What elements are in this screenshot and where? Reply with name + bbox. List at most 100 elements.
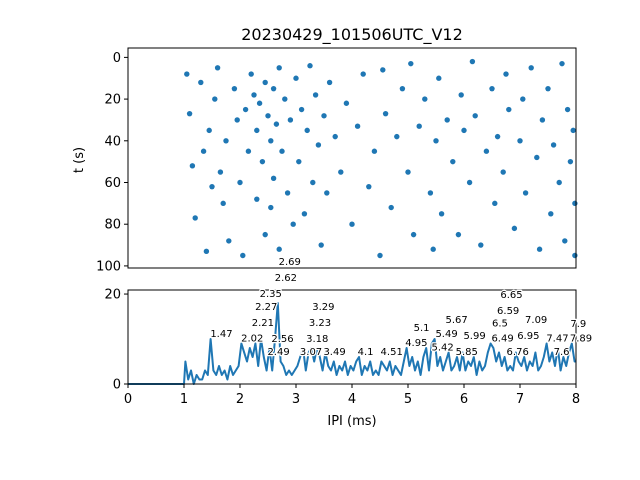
scatter-point xyxy=(212,96,218,102)
scatter-point xyxy=(539,117,546,123)
scatter-point xyxy=(301,211,308,217)
peak-label: 6.76 xyxy=(507,347,529,358)
peak-label: 2.62 xyxy=(275,273,297,284)
peak-label: 3.49 xyxy=(323,347,345,358)
scatter-point xyxy=(265,113,271,119)
peak-label: 5.67 xyxy=(446,315,468,326)
scatter-point xyxy=(366,183,372,190)
peak-label: 4.95 xyxy=(405,338,427,349)
scatter-point xyxy=(405,169,411,175)
scatter-point xyxy=(500,169,506,175)
peak-label: 7.09 xyxy=(525,315,547,326)
peak-label: 2.69 xyxy=(279,257,301,268)
scatter-point xyxy=(234,117,240,123)
peak-label: 4.51 xyxy=(381,347,403,358)
scatter-point xyxy=(377,252,383,259)
scatter-point xyxy=(489,85,495,92)
scatter-point xyxy=(324,190,330,196)
peak-label: 2.21 xyxy=(252,318,274,329)
scatter-point xyxy=(206,127,212,134)
scatter-point xyxy=(455,231,462,238)
scatter-point xyxy=(290,221,296,227)
scatter-point xyxy=(528,65,534,71)
x-tick-label: 8 xyxy=(572,392,580,407)
scatter-point xyxy=(388,204,394,211)
scatter-point xyxy=(360,71,366,77)
scatter-point xyxy=(237,179,243,186)
scatter-point xyxy=(186,110,193,117)
scatter-point xyxy=(270,175,277,182)
scatter-point xyxy=(312,92,319,98)
x-tick-label: 2 xyxy=(236,392,244,407)
scatter-point xyxy=(203,248,210,255)
bottom-axes-frame xyxy=(127,289,577,385)
peak-label: 5.42 xyxy=(432,343,454,354)
scatter-point xyxy=(433,138,439,144)
scatter-point xyxy=(276,246,282,252)
scatter-point xyxy=(293,75,299,81)
x-tick-label: 3 xyxy=(292,392,300,407)
peak-label: 6.5 xyxy=(492,319,508,330)
scatter-point xyxy=(254,127,260,134)
scatter-point xyxy=(251,92,257,98)
scatter-point xyxy=(284,190,291,196)
scatter-point xyxy=(268,204,274,211)
scatter-point xyxy=(307,63,313,69)
scatter-point xyxy=(444,117,450,123)
x-axis-label: IPI (ms) xyxy=(327,414,376,429)
scatter-point xyxy=(245,148,252,154)
scatter-point xyxy=(332,133,338,140)
peak-label: 7.47 xyxy=(546,334,568,345)
scatter-point xyxy=(458,92,464,98)
scatter-point xyxy=(408,60,414,67)
scatter-point xyxy=(214,65,221,71)
x-tick-label: 4 xyxy=(348,392,356,407)
scatter-point xyxy=(254,196,260,202)
scatter-point xyxy=(430,246,436,252)
scatter-point xyxy=(469,58,476,65)
scatter-point xyxy=(572,200,578,207)
peak-label: 5.1 xyxy=(414,323,430,334)
scatter-point xyxy=(310,179,316,186)
peak-label: 5.49 xyxy=(435,329,457,340)
scatter-point xyxy=(422,96,428,102)
peak-label: 2.49 xyxy=(267,347,289,358)
scatter-point xyxy=(189,163,196,169)
x-tick-label: 5 xyxy=(404,392,412,407)
scatter-point xyxy=(248,71,254,77)
scatter-point xyxy=(394,133,400,140)
scatter-point xyxy=(399,85,406,92)
scatter-point xyxy=(184,71,190,77)
peak-label: 1.47 xyxy=(210,329,232,340)
x-tick-label: 7 xyxy=(516,392,524,407)
scatter-point xyxy=(321,113,327,119)
peak-label: 5.85 xyxy=(456,347,478,358)
scatter-point xyxy=(503,71,509,77)
scatter-point xyxy=(349,221,355,227)
scatter-point xyxy=(326,79,333,86)
scatter-point xyxy=(562,238,568,244)
scatter-point xyxy=(461,127,467,134)
chart-title: 20230429_101506UTC_V12 xyxy=(241,25,463,45)
peak-label: 7.6 xyxy=(554,347,570,358)
scatter-point xyxy=(209,183,215,190)
scatter-point xyxy=(548,211,554,217)
scatter-point xyxy=(478,242,484,248)
peak-label: 6.59 xyxy=(497,306,519,317)
scatter-point xyxy=(380,67,386,73)
scatter-point xyxy=(522,190,529,196)
x-tick-label: 0 xyxy=(124,392,132,407)
y-tick-label: 40 xyxy=(104,134,121,149)
scatter-point xyxy=(472,113,478,119)
scatter-point xyxy=(436,75,442,81)
peak-label: 3.29 xyxy=(312,302,334,313)
scatter-point xyxy=(466,179,473,186)
scatter-point xyxy=(192,215,198,221)
peak-label: 3.18 xyxy=(306,334,328,345)
histogram-line xyxy=(128,302,576,385)
scatter-point xyxy=(220,200,226,207)
scatter-point xyxy=(287,117,294,123)
scatter-point xyxy=(567,158,574,165)
scatter-point xyxy=(559,60,565,67)
